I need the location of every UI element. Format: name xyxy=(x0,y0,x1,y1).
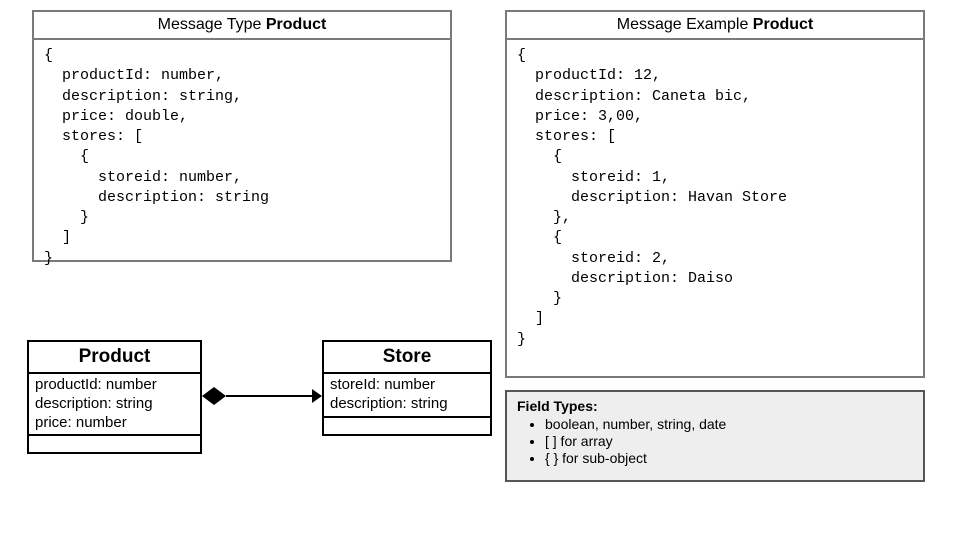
message-type-title: Message Type Product xyxy=(34,12,450,40)
message-example-title-bold: Product xyxy=(753,16,813,33)
message-type-box: Message Type Product { productId: number… xyxy=(32,10,452,262)
uml-product-title: Product xyxy=(29,342,200,374)
message-example-title: Message Example Product xyxy=(507,12,923,40)
message-example-box: Message Example Product { productId: 12,… xyxy=(505,10,925,378)
field-types-list: boolean, number, string, date [ ] for ar… xyxy=(517,416,913,466)
message-example-title-prefix: Message Example xyxy=(617,16,753,33)
message-example-body: { productId: 12, description: Caneta bic… xyxy=(507,40,923,356)
uml-store-box: Store storeId: number description: strin… xyxy=(322,340,492,436)
field-types-title: Field Types: xyxy=(517,398,913,414)
uml-product-ops xyxy=(29,436,200,452)
message-type-body: { productId: number, description: string… xyxy=(34,40,450,275)
composition-arrow xyxy=(202,384,322,408)
field-types-item: [ ] for array xyxy=(545,433,913,449)
message-type-title-prefix: Message Type xyxy=(158,16,266,33)
field-types-item: boolean, number, string, date xyxy=(545,416,913,432)
uml-store-ops xyxy=(324,418,490,434)
uml-store-title: Store xyxy=(324,342,490,374)
uml-store-attrs: storeId: number description: string xyxy=(324,374,490,418)
field-types-box: Field Types: boolean, number, string, da… xyxy=(505,390,925,482)
uml-product-box: Product productId: number description: s… xyxy=(27,340,202,454)
field-types-item: { } for sub-object xyxy=(545,450,913,466)
uml-product-attrs: productId: number description: string pr… xyxy=(29,374,200,436)
message-type-title-bold: Product xyxy=(266,16,326,33)
